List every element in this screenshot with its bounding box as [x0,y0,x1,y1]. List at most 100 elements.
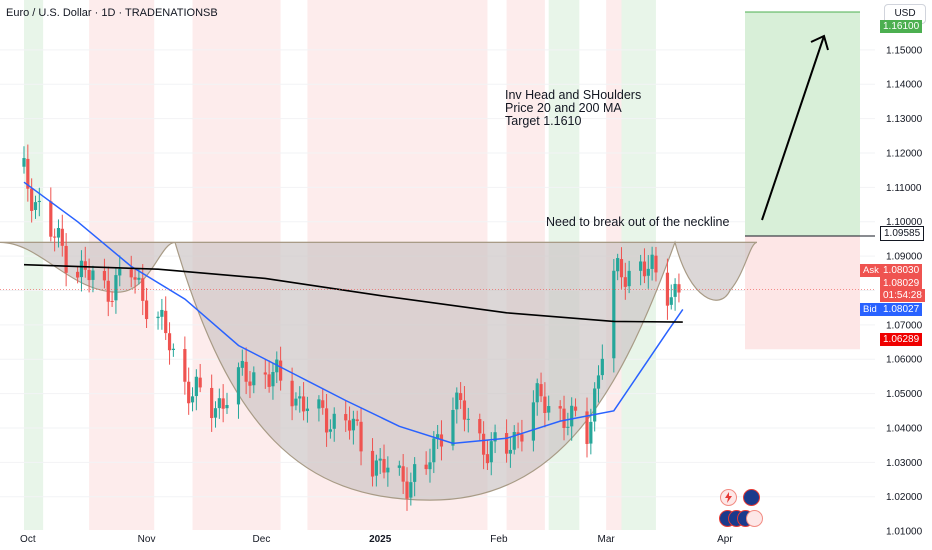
price-tick-label: 1.07000 [886,320,923,331]
candle-body [428,462,432,470]
time-tick-label: Oct [20,534,36,545]
candle-body [194,376,198,397]
ma200-line [23,263,683,323]
candle-body [504,433,509,454]
currency-selector[interactable]: USD [884,4,926,24]
neckline-note[interactable]: Need to break out of the neckline [546,215,730,229]
candle-body [482,433,486,455]
candle-body [382,458,386,473]
candle-body [33,202,38,210]
candle-body [543,396,547,413]
price-tick-label: 1.09000 [886,252,923,263]
position-zones [745,11,860,350]
candle-body [378,458,382,461]
candle-body [593,388,597,422]
candle-body [129,269,133,278]
price-tick-label: 1.11000 [886,183,922,194]
candle-body [252,372,256,386]
current-price-tag: 1.08029 [880,277,923,290]
candle-body [370,450,375,477]
candle-body [665,272,670,306]
candle-body [328,429,332,432]
candle-body [49,201,53,237]
time-tick-label: Apr [717,534,733,545]
candle-body [413,464,417,482]
candle-body [144,300,149,320]
lightning-event-icon[interactable] [720,489,737,506]
annotation-line-2[interactable]: Price 20 and 200 MA [505,101,622,115]
candle-body [573,406,578,411]
price-tick-label: 1.12000 [886,148,923,159]
candle-body [600,358,604,376]
candle-body [401,466,405,482]
time-axis: Oct Nov Dec 2025 Feb Mar Apr [0,530,875,550]
candle-body [347,420,352,431]
candle-body [520,434,524,442]
candle-body [156,316,160,319]
candle-body [53,236,57,238]
candle-body [301,396,306,412]
candle-body [669,297,673,305]
candle-body [321,400,325,408]
candle-body [512,431,516,450]
candle-body [489,441,493,463]
candle-body [198,377,202,388]
candle-body [91,270,95,280]
candle-body [493,432,497,442]
candle-body [118,268,122,276]
symbol-title[interactable]: Euro / U.S. Dollar · 1D · TRADENATIONSB [6,7,218,19]
candle-body [263,372,267,375]
candle-body [596,375,601,389]
candle-body [558,406,562,409]
time-tick-label: Dec [253,534,271,545]
candle-body [60,228,64,246]
candle-body [217,398,221,409]
candle-body [187,381,191,404]
candle-body [141,278,145,301]
candle-body [374,460,378,476]
eu-event-icon-4[interactable] [746,510,763,527]
candle-body [432,438,436,463]
candle-body [424,464,428,470]
candle-body [64,245,68,273]
time-tick-label: Feb [490,534,508,545]
annotation-line-1[interactable]: Inv Head and SHoulders [505,88,642,102]
candle-body [397,465,401,468]
candle-body [462,400,467,420]
candle-body [167,333,172,351]
candle-body [405,481,409,499]
candle-body [566,426,570,428]
candle-body [298,396,302,399]
target-price-tag: 1.16100 [880,20,923,33]
candle-body [516,432,520,435]
candle-body [290,380,294,407]
candle-body [547,406,551,413]
candle-body [562,408,566,428]
candle-body [409,482,413,498]
candle-body [210,387,214,419]
time-tick-label: Mar [598,534,616,545]
candle-body [114,275,118,301]
candle-body [386,467,390,473]
time-tick-label: 2025 [369,534,392,545]
candle-body [317,399,321,409]
candle-body [531,402,535,441]
price-tick-label: 1.13000 [886,114,923,125]
candle-body [570,405,574,427]
candle-body [677,284,681,293]
candle-body [76,271,80,278]
us-flag-event-icon[interactable] [743,489,760,506]
price-tick-label: 1.14000 [886,80,923,91]
candle-body [619,259,624,278]
price-tick-label: 1.10000 [886,217,923,228]
candle-body [478,419,482,434]
candle-body [110,300,114,302]
candle-body [244,361,248,382]
candle-body [359,421,363,452]
bar-countdown: 01:54:28 [880,289,925,302]
candlestick-series [22,144,681,511]
annotation-line-3[interactable]: Target 1.1610 [505,114,582,128]
candle-body [79,260,84,278]
candle-body [133,277,137,280]
